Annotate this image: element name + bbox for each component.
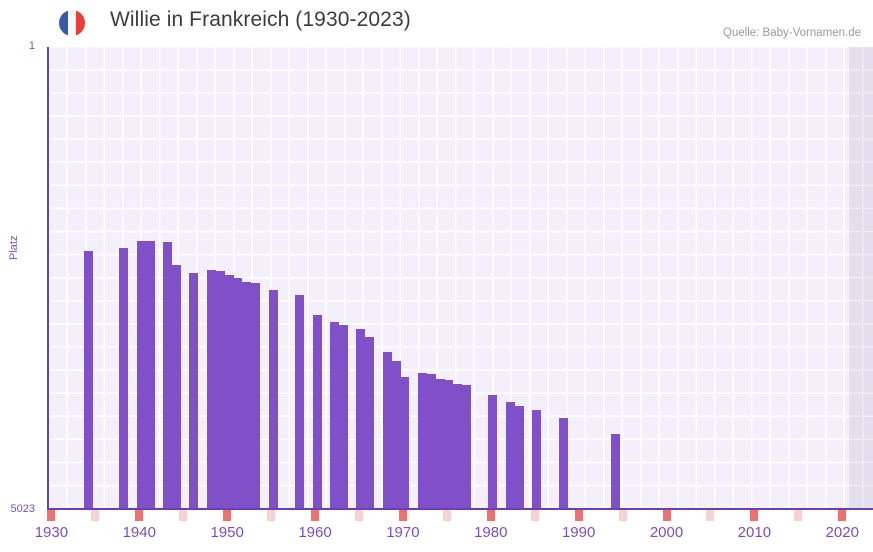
x-axis-tick-label: 1970 [386, 524, 420, 541]
bar[interactable] [558, 418, 568, 509]
bar[interactable] [189, 273, 199, 509]
bar[interactable] [242, 282, 252, 509]
future-shaded-region [848, 47, 873, 509]
bar[interactable] [514, 406, 524, 509]
source-attribution: Quelle: Baby-Vornamen.de [722, 27, 861, 39]
bar[interactable] [171, 265, 181, 509]
bar[interactable] [312, 315, 322, 509]
bar[interactable] [426, 374, 436, 509]
x-axis-tick-mark [223, 510, 232, 521]
y-axis-tick-top: 1 [28, 40, 35, 52]
chart-header: Willie in Frankreich (1930-2023) Quelle:… [0, 0, 873, 46]
x-axis-tick-mark [662, 510, 671, 521]
bar[interactable] [444, 380, 454, 509]
bar[interactable] [136, 241, 146, 509]
x-axis-tick-mark [47, 510, 56, 521]
x-axis-tick-mark [311, 510, 319, 521]
x-axis-minor-tick-mark [794, 510, 803, 521]
bar[interactable] [382, 352, 392, 509]
bar[interactable] [207, 270, 217, 509]
x-axis-tick-label: 1980 [474, 524, 508, 541]
x-axis-tick-label: 1990 [561, 524, 596, 541]
x-axis-tick-mark [750, 510, 759, 521]
bar[interactable] [233, 278, 243, 509]
x-axis-tick-band [47, 510, 873, 521]
x-axis-tick-label: 2010 [737, 524, 772, 541]
bar[interactable] [505, 402, 515, 509]
x-axis-tick-mark [574, 510, 583, 521]
x-axis-minor-tick-mark [530, 510, 539, 521]
bar[interactable] [365, 337, 375, 509]
y-axis-tick-bottom: 5023 [10, 503, 35, 515]
x-axis-line [47, 508, 873, 510]
x-axis-tick-label: 2020 [825, 524, 859, 541]
bar[interactable] [400, 377, 410, 509]
x-axis-minor-tick-mark [442, 510, 451, 521]
x-axis-tick-mark [838, 510, 847, 521]
bar[interactable] [215, 271, 225, 509]
bar[interactable] [611, 434, 621, 509]
bar[interactable] [532, 410, 542, 509]
x-axis-tick-label: 1940 [122, 524, 156, 541]
bar[interactable] [268, 290, 278, 509]
bar[interactable] [338, 325, 348, 509]
x-axis-tick-mark [486, 510, 495, 521]
bar[interactable] [84, 251, 94, 509]
x-axis-minor-tick-mark [179, 510, 188, 521]
plot-area [47, 47, 873, 509]
bar[interactable] [461, 385, 471, 509]
x-axis-minor-tick-mark [267, 510, 276, 521]
bar[interactable] [119, 248, 129, 509]
bar[interactable] [330, 322, 340, 509]
bar[interactable] [163, 242, 173, 509]
x-axis-tick-mark [135, 510, 144, 521]
x-axis-tick-label: 2000 [649, 524, 684, 541]
bar[interactable] [356, 329, 366, 509]
x-axis-minor-tick-mark [618, 510, 627, 521]
chart-title: Willie in Frankreich (1930-2023) [110, 8, 411, 31]
x-axis-minor-tick-mark [354, 510, 363, 521]
bar[interactable] [417, 373, 427, 509]
bar[interactable] [145, 241, 155, 509]
bar[interactable] [488, 395, 498, 509]
y-axis-title: Platz [8, 235, 20, 260]
bar[interactable] [224, 275, 234, 509]
x-axis-minor-tick-mark [706, 510, 715, 521]
x-axis-tick-label: 1950 [210, 524, 244, 541]
x-axis-tick-mark [398, 510, 407, 521]
bar[interactable] [453, 384, 463, 509]
bar[interactable] [294, 295, 304, 509]
france-flag-icon [59, 10, 85, 36]
bar[interactable] [251, 283, 260, 509]
x-axis-minor-tick-mark [91, 510, 100, 521]
x-axis-tick-label: 1960 [298, 524, 332, 541]
bar[interactable] [435, 379, 445, 509]
bar[interactable] [391, 361, 401, 509]
x-axis-tick-label: 1930 [34, 524, 69, 541]
